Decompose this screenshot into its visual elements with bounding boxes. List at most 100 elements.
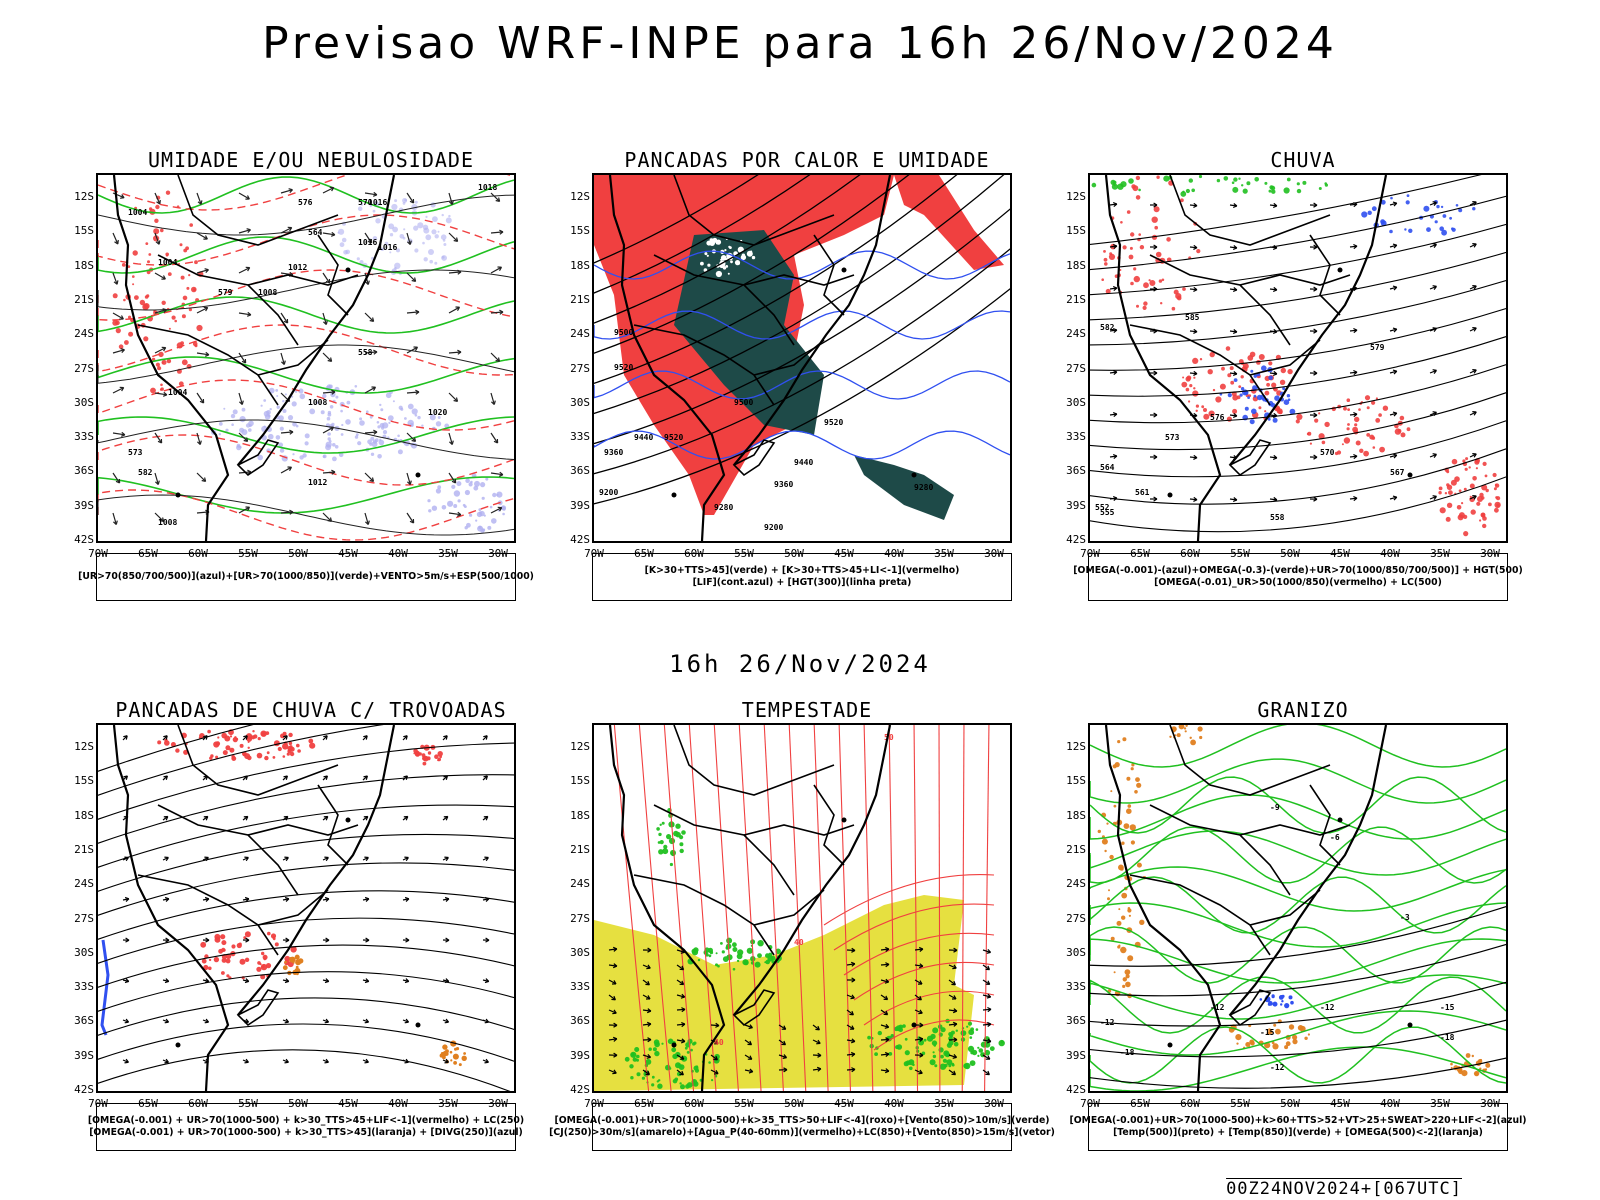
lat-tick: 42S xyxy=(1066,533,1086,546)
contour-label: 582 xyxy=(1100,323,1115,332)
panel-pancadas-calor: PANCADAS POR CALOR E UMIDADE 12S 15S 18S 21… xyxy=(570,148,1022,618)
panel-legend: [UR>70(850/700/500)](azul)+[UR>70(1000/8… xyxy=(78,553,534,601)
lat-tick: 15S xyxy=(74,774,94,788)
contour-label: 552 xyxy=(1095,503,1110,512)
contour-label: 585 xyxy=(1185,313,1200,322)
contour-label: 570 xyxy=(1320,448,1335,457)
run-timestamp: 00Z24NOV2024+[067UTC] xyxy=(1226,1179,1462,1199)
lat-tick: 18S xyxy=(570,258,590,272)
lat-tick: 33S xyxy=(74,980,94,994)
contour-label: -18 xyxy=(1120,1048,1135,1057)
contour-label: 40 xyxy=(794,938,804,947)
contour-label: -15 xyxy=(1260,1028,1275,1037)
panel-title: UMIDADE E/OU NEBULOSIDADE xyxy=(147,148,475,172)
lat-tick: 15S xyxy=(1066,774,1086,788)
legend-line: [Temp(500)](preto) + [Temp(850)](verde) … xyxy=(1113,1127,1483,1138)
contour-label: 564 xyxy=(1100,463,1115,472)
lat-tick: 36S xyxy=(570,464,590,478)
map-umidade: 12S 15S 18S 21S 24S 27S 30S 33S 36S 39S 42S 70W 65W 6… xyxy=(74,173,516,560)
lat-tick: 21S xyxy=(1066,842,1086,856)
panel-tempestade: TEMPESTADE 12S 15S 18S 21S 24S 27S 30S 33S 36S 39… xyxy=(549,698,1055,1168)
lat-tick: 27S xyxy=(1066,911,1086,925)
legend-line: [OMEGA(-0.001)+UR>70(1000-500)+k>60+TTS>… xyxy=(1069,1115,1527,1126)
lat-tick: 42S xyxy=(570,533,590,546)
lat-tick: 42S xyxy=(1066,1083,1086,1096)
panel-title: GRANIZO xyxy=(1257,698,1349,722)
page-title: Previsao WRF-INPE para 16h 26/Nov/2024 xyxy=(262,18,1338,69)
lat-tick: 24S xyxy=(570,327,590,341)
contour-label: 555 xyxy=(1100,508,1115,517)
contour-label: 1004 xyxy=(128,208,147,217)
panel-umidade: UMIDADE E/OU NEBULOSIDADE 12S 15S 18S 21S 24… xyxy=(74,148,534,618)
panel-legend: [OMEGA(-0.001) + UR>70(1000-500) + k>30_… xyxy=(88,1103,524,1151)
contour-label: -9 xyxy=(1270,803,1280,812)
map-field: 40 40 50 xyxy=(594,725,1005,1091)
panel-title: PANCADAS POR CALOR E UMIDADE xyxy=(624,148,990,172)
lat-tick: 27S xyxy=(74,911,94,925)
contour-label: 9280 xyxy=(914,483,933,492)
lat-tick: 15S xyxy=(1066,224,1086,238)
contour-label: 9360 xyxy=(604,448,623,457)
map-trovoadas: 12S 15S 18S 21S 24S 27S 30S 33S 36S 39S 42S 70W 65W 6… xyxy=(74,723,516,1110)
lat-tick: 30S xyxy=(570,945,590,959)
legend-line: [OMEGA(-0.001) + UR>70(1000-500) + k>30_… xyxy=(87,1115,525,1126)
lat-tick: 12S xyxy=(74,740,94,753)
lat-tick: 24S xyxy=(1066,877,1086,891)
contour-label: 1012 xyxy=(288,263,307,272)
contour-label: 1018 xyxy=(478,183,497,192)
lat-tick: 33S xyxy=(570,430,590,444)
panel-legend: [OMEGA(-0.001)+UR>70(1000-500)+k>35_TTS>… xyxy=(549,1103,1055,1151)
lat-tick: 39S xyxy=(570,1048,590,1062)
contour-label: 9520 xyxy=(824,418,843,427)
contour-label: 40 xyxy=(714,1038,724,1047)
lat-tick: 21S xyxy=(74,842,94,856)
contour-label: 1004 xyxy=(158,258,177,267)
contour-label: 9200 xyxy=(764,523,783,532)
contour-label: 1020 xyxy=(428,408,447,417)
contour-label: 1012 xyxy=(308,478,327,487)
contour-label: 9520 xyxy=(664,433,683,442)
legend-line: [OMEGA(-0.001) + UR>70(1000-500) + k>30_… xyxy=(89,1127,523,1138)
lat-tick: 21S xyxy=(570,842,590,856)
contour-label: 1016 xyxy=(378,243,397,252)
contour-label: 558 xyxy=(358,348,373,357)
map-field: 1004100410081008100410161012101610201012… xyxy=(98,175,514,541)
panel-legend: [OMEGA(-0.001)-(azul)+OMEGA(-0.3)-(verde… xyxy=(1073,553,1523,601)
lat-tick: 36S xyxy=(1066,1014,1086,1028)
contour-label: 558 xyxy=(1270,513,1285,522)
contour-label: 579 xyxy=(1370,343,1385,352)
contour-label: -12 xyxy=(1100,1018,1115,1027)
lat-tick: 24S xyxy=(74,327,94,341)
lat-tick: 33S xyxy=(74,430,94,444)
lat-tick: 27S xyxy=(570,911,590,925)
lat-tick: 36S xyxy=(570,1014,590,1028)
contour-label: 9360 xyxy=(774,480,793,489)
map-chuva: 12S 15S 18S 21S 24S 27S 30S 33S 36S 39S 42S 70W 65W 6… xyxy=(1066,173,1508,560)
lat-tick: 33S xyxy=(570,980,590,994)
legend-line: [OMEGA(-0.001)+UR>70(1000-500)+k>35_TTS>… xyxy=(554,1115,1050,1126)
lat-tick: 15S xyxy=(570,224,590,238)
legend-line: [UR>70(850/700/500)](azul)+[UR>70(1000/8… xyxy=(78,571,534,582)
contour-label: 570 xyxy=(358,198,373,207)
lat-tick: 36S xyxy=(74,464,94,478)
legend-line: [OMEGA(-0.01)_UR>50(1000/850)(vermelho) … xyxy=(1154,577,1442,588)
contour-label: -15 xyxy=(1440,1003,1455,1012)
contour-label: 573 xyxy=(1165,433,1180,442)
panel-title: PANCADAS DE CHUVA C/ TROVOADAS xyxy=(115,698,507,722)
lat-tick: 12S xyxy=(1066,190,1086,203)
forecast-time-label: 16h 26/Nov/2024 xyxy=(669,650,931,678)
lat-tick: 27S xyxy=(74,361,94,375)
lat-tick: 24S xyxy=(1066,327,1086,341)
contour-label: 9440 xyxy=(794,458,813,467)
map-granizo: 12S 15S 18S 21S 24S 27S 30S 33S 36S 39S 42S 70W 65W 6… xyxy=(1066,723,1508,1110)
lat-tick: 42S xyxy=(74,533,94,546)
lat-tick: 39S xyxy=(74,1048,94,1062)
map-field: -3 -6 -9 -12 -12 -15 -15 -18 -12 -18 -12 xyxy=(1090,725,1506,1091)
contour-label: 567 xyxy=(1390,468,1405,477)
panel-title: TEMPESTADE xyxy=(741,698,873,722)
lat-tick: 30S xyxy=(74,945,94,959)
contour-label: 1016 xyxy=(368,198,387,207)
legend-line: [K>30+TTS>45](verde) + [K>30+TTS>45+LI<-… xyxy=(644,565,960,576)
lat-tick: 15S xyxy=(570,774,590,788)
